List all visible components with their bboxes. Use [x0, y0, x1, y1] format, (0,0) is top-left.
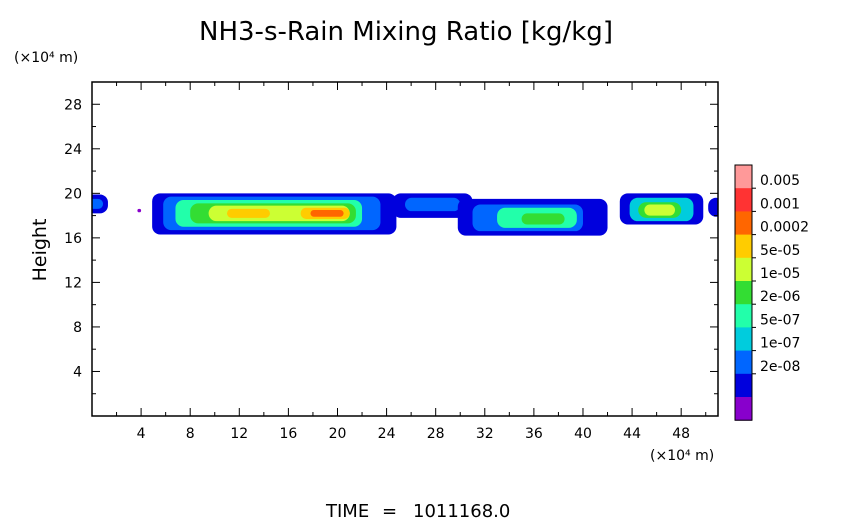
y-tick-label: 8	[73, 320, 82, 336]
time-readout: TIME = 1011168.0	[325, 501, 510, 522]
colorbar-swatch	[735, 350, 752, 375]
data-region-1	[92, 198, 104, 209]
data-region-12	[405, 197, 461, 212]
time-value: 1011168.0	[413, 501, 510, 519]
colorbar-swatch	[735, 257, 752, 282]
y-tick-label: 28	[64, 97, 82, 113]
plot-frame	[91, 81, 719, 417]
x-tick-label: 40	[574, 426, 592, 442]
colorbar-label: 5e-07	[760, 312, 800, 328]
colorbar-label: 0.001	[760, 196, 800, 212]
colorbar-label: 5e-05	[760, 243, 800, 259]
colorbar-label: 1e-05	[760, 266, 800, 282]
y-unit-label: (×10⁴ m)	[14, 50, 78, 66]
colorbar-swatch	[735, 211, 752, 236]
x-tick-label: 12	[230, 426, 248, 442]
y-tick-label: 4	[73, 364, 82, 380]
data-region-16	[521, 213, 565, 225]
colorbar-swatch	[735, 304, 752, 328]
time-separator: =	[382, 501, 397, 519]
y-tick-label: 24	[64, 142, 82, 158]
data-region-8	[227, 208, 270, 218]
x-tick-label: 48	[672, 426, 690, 442]
x-tick-label: 24	[378, 426, 396, 442]
colorbar-swatch	[735, 327, 752, 352]
colorbar-swatch	[735, 397, 752, 421]
data-region-2	[137, 208, 142, 213]
y-tick-label: 20	[64, 186, 82, 202]
data-region-21	[708, 197, 718, 217]
data-region-20	[644, 204, 676, 216]
x-tick-label: 16	[279, 426, 297, 442]
colorbar-label: 2e-08	[760, 359, 800, 375]
colorbar-swatch	[735, 165, 752, 189]
colorbar-label: 0.005	[760, 173, 800, 189]
x-tick-label: 32	[476, 426, 494, 442]
y-axis-label: Height	[29, 219, 51, 282]
chart-title: NH3-s-Rain Mixing Ratio [kg/kg]	[199, 17, 613, 47]
time-label: TIME	[325, 501, 369, 519]
x-tick-label: 4	[137, 426, 146, 442]
colorbar-label: 2e-06	[760, 289, 800, 305]
x-tick-label: 44	[623, 426, 641, 442]
x-tick-label: 8	[186, 426, 195, 442]
x-tick-label: 20	[329, 426, 347, 442]
x-tick-label: 36	[525, 426, 543, 442]
colorbar-swatch	[735, 234, 752, 259]
x-tick-label: 28	[427, 426, 445, 442]
colorbar-label: 1e-07	[760, 336, 800, 352]
y-tick-label: 12	[64, 275, 82, 291]
data-region-10	[310, 210, 344, 217]
colorbar: 0.005 0.001 0.0002 5e-05 1e-05 2e-06 5e-07 1e-0…	[734, 164, 809, 421]
y-tick-label: 16	[64, 231, 82, 247]
colorbar-swatch	[735, 188, 752, 212]
x-unit-label: (×10⁴ m)	[650, 448, 714, 464]
colorbar-swatch	[735, 281, 752, 305]
data-regions	[92, 193, 718, 236]
colorbar-swatch	[735, 373, 752, 398]
colorbar-label: 0.0002	[760, 220, 809, 236]
colorbar-frame	[734, 164, 753, 421]
